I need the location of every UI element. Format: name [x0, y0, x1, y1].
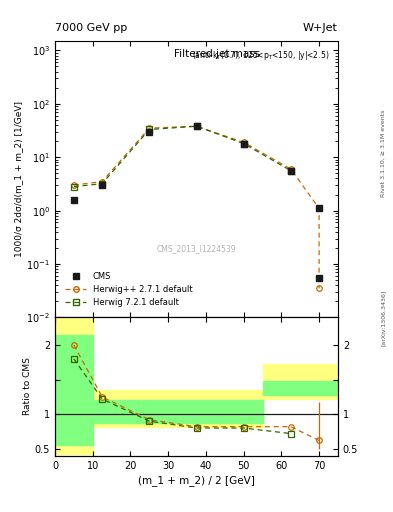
- Text: 7000 GeV pp: 7000 GeV pp: [55, 23, 127, 33]
- Text: [arXiv:1306.3436]: [arXiv:1306.3436]: [381, 289, 386, 346]
- Text: W+Jet: W+Jet: [303, 23, 338, 33]
- Legend: CMS, Herwig++ 2.7.1 default, Herwig 7.2.1 default: CMS, Herwig++ 2.7.1 default, Herwig 7.2.…: [62, 268, 196, 310]
- Text: CMS_2013_I1224539: CMS_2013_I1224539: [157, 244, 236, 253]
- Y-axis label: 1000/σ 2dσ/d(m_1 + m_2) [1/GeV]: 1000/σ 2dσ/d(m_1 + m_2) [1/GeV]: [15, 101, 24, 257]
- Text: (anti-k$_\mathsf{T}$(0.7), 125<p$_\mathsf{T}$<150, |y|<2.5): (anti-k$_\mathsf{T}$(0.7), 125<p$_\maths…: [192, 49, 329, 62]
- Text: Rivet 3.1.10, ≥ 3.1M events: Rivet 3.1.10, ≥ 3.1M events: [381, 110, 386, 197]
- Text: Filtered jet mass: Filtered jet mass: [174, 49, 260, 59]
- Y-axis label: Ratio to CMS: Ratio to CMS: [23, 357, 32, 416]
- X-axis label: (m_1 + m_2) / 2 [GeV]: (m_1 + m_2) / 2 [GeV]: [138, 475, 255, 485]
